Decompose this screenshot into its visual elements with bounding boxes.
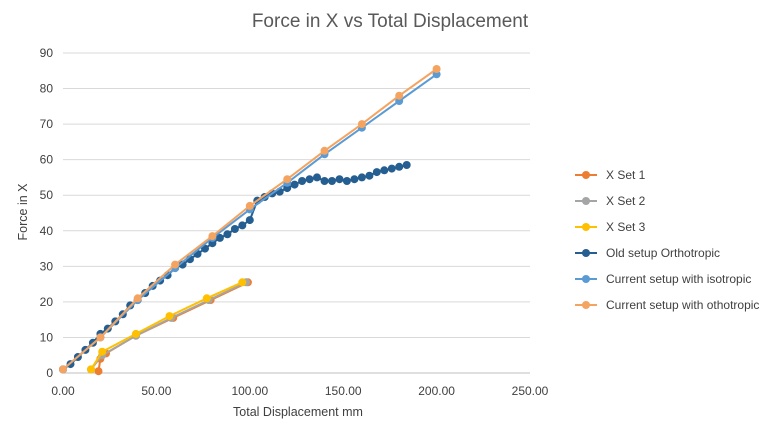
legend-swatch-marker — [582, 275, 590, 283]
data-point — [298, 177, 307, 185]
y-tick-label: 60 — [40, 153, 54, 167]
data-point — [320, 146, 329, 155]
data-point — [215, 233, 224, 242]
chart-title: Force in X vs Total Displacement — [252, 11, 529, 32]
legend-label: Old setup Orthotropic — [606, 246, 720, 260]
legend-swatch-marker — [582, 171, 590, 179]
y-tick-label: 50 — [40, 188, 54, 202]
legend-swatch-marker — [582, 249, 590, 257]
legend: X Set 1 X Set 2 X Set 3 Old setup Orthotrop… — [575, 168, 759, 312]
legend-swatch-marker — [582, 301, 590, 309]
data-point — [87, 365, 95, 374]
data-point — [402, 161, 411, 169]
legend-label: X Set 1 — [606, 168, 646, 182]
data-point — [395, 91, 404, 100]
legend-label: X Set 3 — [606, 220, 646, 234]
data-point — [245, 216, 254, 225]
series-3 — [87, 278, 247, 374]
data-point — [238, 221, 247, 230]
legend-label: X Set 2 — [606, 194, 646, 208]
data-point — [165, 312, 174, 321]
legend-label: Current setup with isotropic — [606, 272, 751, 286]
data-point — [357, 173, 366, 182]
x-axis-title: Total Displacement mm — [233, 405, 363, 419]
data-point — [290, 180, 299, 189]
data-point — [432, 65, 441, 73]
data-point — [365, 171, 374, 180]
legend-swatch-marker — [582, 197, 590, 205]
series-group — [59, 65, 441, 376]
data-point — [357, 120, 366, 129]
series-4 — [59, 161, 411, 374]
legend-item: Current setup with isotropic — [575, 272, 751, 286]
y-tick-label: 70 — [40, 117, 54, 131]
x-tick-label: 0.00 — [51, 384, 75, 398]
data-point — [320, 177, 329, 185]
x-tick-label: 250.00 — [512, 384, 549, 398]
data-point — [202, 294, 211, 303]
data-point — [328, 177, 336, 185]
tick-labels: 0 10 20 30 40 50 60 70 80 90 0.00 50.00 100.00 150.00… — [40, 46, 549, 398]
legend-item: X Set 2 — [575, 194, 646, 208]
series-line — [97, 281, 249, 372]
data-point — [313, 173, 321, 182]
y-tick-label: 30 — [40, 259, 54, 273]
x-tick-label: 50.00 — [141, 384, 171, 398]
legend-item: Old setup Orthotropic — [575, 246, 720, 260]
legend-swatch-marker — [582, 223, 590, 231]
data-point — [387, 164, 396, 173]
data-point — [131, 329, 140, 338]
legend-item: Current setup with othotropic — [575, 298, 759, 312]
gridlines — [63, 52, 530, 338]
data-point — [245, 201, 254, 210]
data-point — [94, 367, 103, 376]
y-tick-label: 0 — [46, 366, 53, 380]
y-axis-title: Force in X — [16, 183, 30, 241]
y-tick-label: 10 — [40, 330, 54, 344]
x-tick-label: 100.00 — [231, 384, 268, 398]
x-tick-label: 150.00 — [325, 384, 362, 398]
data-point — [98, 347, 107, 356]
data-point — [230, 225, 239, 233]
data-point — [380, 166, 389, 175]
series-6 — [59, 65, 441, 374]
data-point — [305, 175, 314, 184]
data-point — [171, 260, 180, 269]
y-tick-label: 20 — [40, 295, 54, 309]
data-point — [372, 168, 381, 177]
series-1 — [94, 278, 252, 376]
data-point — [223, 230, 232, 239]
data-point — [350, 175, 359, 184]
x-tick-label: 200.00 — [418, 384, 455, 398]
data-point — [395, 162, 404, 171]
legend-item: X Set 1 — [575, 168, 646, 182]
data-point — [335, 175, 344, 184]
data-point — [238, 278, 247, 287]
data-point — [96, 333, 105, 342]
data-point — [342, 177, 351, 185]
data-point — [133, 294, 142, 303]
data-point — [208, 232, 217, 241]
y-tick-label: 90 — [40, 46, 54, 60]
legend-item: X Set 3 — [575, 220, 646, 234]
y-tick-label: 40 — [40, 224, 54, 238]
data-point — [59, 365, 67, 374]
y-tick-label: 80 — [40, 82, 54, 96]
legend-label: Current setup with othotropic — [606, 298, 759, 312]
data-point — [283, 175, 292, 184]
